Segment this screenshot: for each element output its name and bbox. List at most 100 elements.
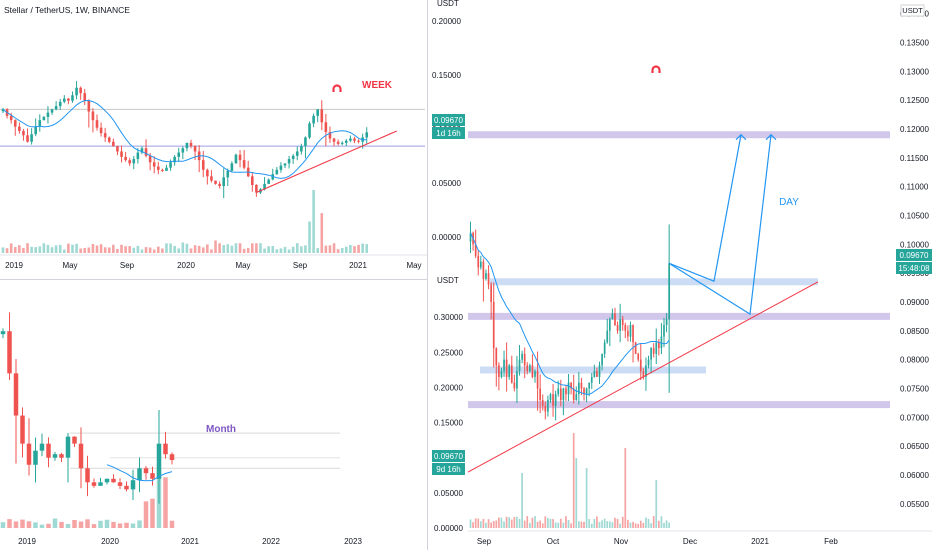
monthly-volume-bar [163, 477, 168, 528]
weekly-volume-bar [54, 245, 58, 253]
weekly-header: Stellar / TetherUS, 1W, BINANCE [4, 5, 130, 15]
monthly-candle [91, 482, 97, 486]
monthly-candle [33, 450, 38, 465]
monthly-volume-bar [52, 518, 58, 528]
daily-volume-bar [490, 522, 492, 528]
weekly-candle [255, 184, 258, 193]
monthly-volume-bar [46, 523, 51, 528]
daily-candle [596, 371, 598, 377]
weekly-candle [222, 177, 225, 187]
daily-volume-bar [583, 521, 585, 528]
cup-icon [332, 84, 342, 92]
monthly-candle [0, 331, 6, 335]
weekly-candle [99, 127, 103, 134]
weekly-candle [75, 87, 78, 96]
daily-volume-bar [639, 520, 642, 528]
weekly-candle [103, 133, 107, 138]
weekly-volume-bar [332, 243, 336, 253]
weekly-candle [238, 154, 242, 161]
weekly-volume-bar [349, 244, 352, 253]
daily-candle [593, 371, 596, 377]
daily-candle [608, 319, 611, 331]
daily-volume-bar [580, 521, 583, 528]
daily-zone [468, 131, 890, 139]
weekly-volume-bar [230, 245, 234, 253]
weekly-volume-bar [193, 245, 197, 253]
daily-candle [474, 244, 477, 256]
weekly-volume-bar [79, 248, 82, 253]
weekly-volume-bar [189, 248, 193, 253]
weekly-candle [1, 109, 5, 112]
daily-volume-bar [487, 519, 490, 528]
weekly-trendline [256, 130, 397, 194]
monthly-x-tick: 2020 [101, 537, 119, 546]
weekly-candle [140, 148, 144, 153]
weekly-volume-bar [226, 244, 230, 253]
weekly-volume-bar [30, 246, 33, 253]
weekly-candle [152, 162, 156, 167]
daily-y-tick: 0.13500 [900, 38, 929, 47]
daily-volume-bar [614, 517, 616, 528]
weekly-volume-bar [353, 246, 356, 253]
daily-y-tick: 0.05500 [900, 500, 929, 509]
daily-candle [614, 313, 616, 326]
weekly-candle [67, 98, 70, 101]
daily-candle [588, 382, 591, 389]
weekly-candle [54, 106, 58, 110]
daily-volume-bar [650, 523, 652, 528]
daily-volume-bar [585, 468, 588, 528]
daily-y-tick: 0.12500 [900, 96, 929, 105]
daily-candle [616, 325, 619, 331]
weekly-candle [214, 180, 217, 184]
monthly-candle [163, 443, 168, 455]
weekly-volume-bar [13, 247, 17, 253]
weekly-candle [132, 159, 136, 164]
monthly-candle [156, 443, 162, 479]
daily-candle [536, 371, 539, 389]
daily-candle [547, 399, 549, 412]
weekly-candle [34, 126, 37, 135]
weekly-candle [206, 169, 209, 177]
monthly-candle [111, 478, 116, 483]
weekly-candle [22, 130, 25, 136]
daily-volume-bar [647, 518, 650, 528]
weekly-volume-bar [83, 248, 87, 253]
weekly-candle [291, 155, 295, 160]
weekly-candle [320, 109, 324, 123]
daily-volume-bar [549, 518, 552, 528]
weekly-ma-line [2, 99, 367, 179]
daily-volume-bar [621, 516, 624, 528]
daily-volume-bar [611, 522, 614, 528]
weekly-panel: Stellar / TetherUS, 1W, BINANCE WEEK 2019 M… [0, 0, 427, 279]
daily-volume-bar [616, 518, 619, 528]
weekly-candle [169, 162, 172, 168]
monthly-candle [124, 485, 129, 490]
daily-candle [508, 365, 511, 377]
monthly-volume-bar [91, 524, 97, 528]
weekly-volume-bar [1, 247, 5, 253]
monthly-y-tick: 0.00000 [434, 524, 463, 533]
weekly-volume-bar [238, 243, 242, 253]
daily-countdown-badge [896, 262, 932, 274]
weekly-candle [279, 165, 283, 170]
monthly-candle [98, 482, 103, 486]
weekly-candle [365, 132, 369, 138]
daily-candle [554, 394, 557, 406]
daily-label: DAY [779, 197, 799, 208]
daily-candle [642, 371, 645, 377]
monthly-candle [150, 473, 155, 479]
daily-candle [652, 348, 655, 354]
daily-candle [639, 359, 642, 372]
weekly-volume-bar [324, 245, 328, 253]
daily-volume-bar [578, 521, 580, 528]
weekly-volume-bar [361, 243, 364, 253]
weekly-volume-bar [124, 246, 127, 253]
monthly-label: Month [206, 424, 236, 435]
weekly-volume-bar [291, 246, 295, 253]
weekly-volume-bar [246, 248, 250, 253]
daily-candle [601, 353, 603, 366]
daily-candle [627, 330, 629, 337]
monthly-candle [65, 436, 71, 458]
weekly-label: WEEK [362, 80, 393, 91]
